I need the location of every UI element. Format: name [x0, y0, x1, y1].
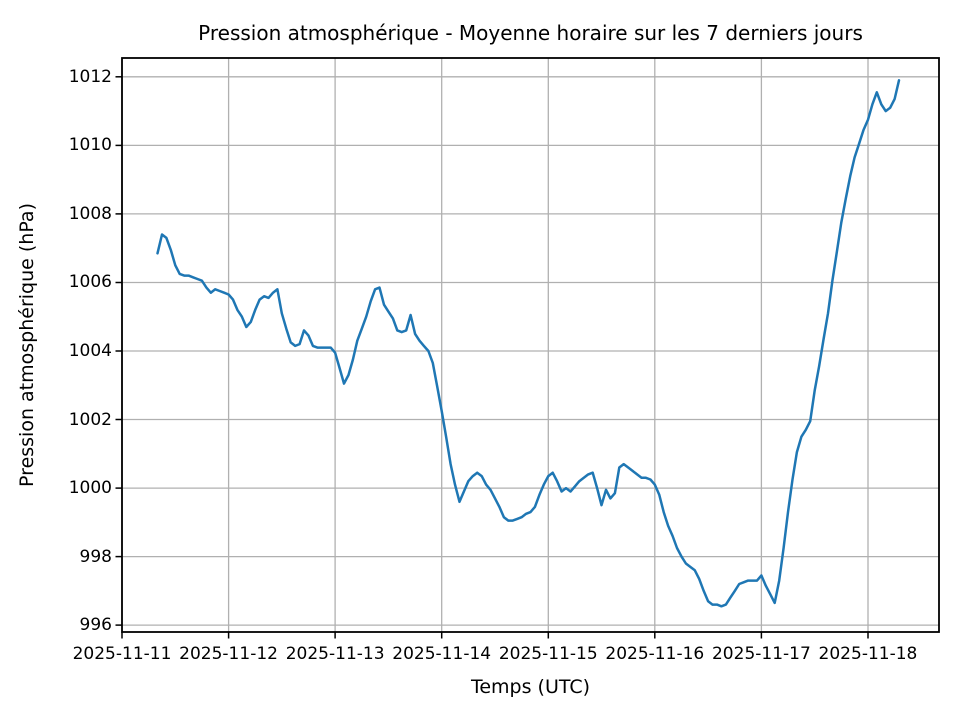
- axes-spines: [121, 57, 940, 633]
- x-tick-label: 2025-11-18: [818, 644, 918, 664]
- chart-title: Pression atmosphérique - Moyenne horaire…: [198, 21, 863, 45]
- x-tick-label: 2025-11-12: [179, 644, 278, 664]
- y-tick-label: 1008: [68, 203, 112, 224]
- x-tick-label: 2025-11-14: [392, 644, 492, 664]
- y-tick-label: 1002: [68, 409, 112, 430]
- y-tick-label: 1012: [68, 66, 112, 87]
- y-tick-label: 1000: [68, 478, 112, 499]
- y-tick-label: 1006: [68, 272, 112, 293]
- x-axis-label: Temps (UTC): [470, 676, 591, 698]
- y-tick-label: 1004: [68, 340, 112, 361]
- x-tick-label: 2025-11-16: [605, 644, 705, 664]
- y-tick-label: 996: [79, 615, 112, 636]
- x-tick-label: 2025-11-13: [285, 644, 385, 664]
- y-tick-label: 998: [79, 546, 112, 567]
- y-tick-label: 1010: [68, 135, 112, 156]
- x-tick-label: 2025-11-17: [711, 644, 811, 664]
- x-tick-label: 2025-11-15: [498, 644, 598, 664]
- x-tick-label: 2025-11-11: [72, 644, 172, 664]
- pressure-line: [156, 79, 901, 608]
